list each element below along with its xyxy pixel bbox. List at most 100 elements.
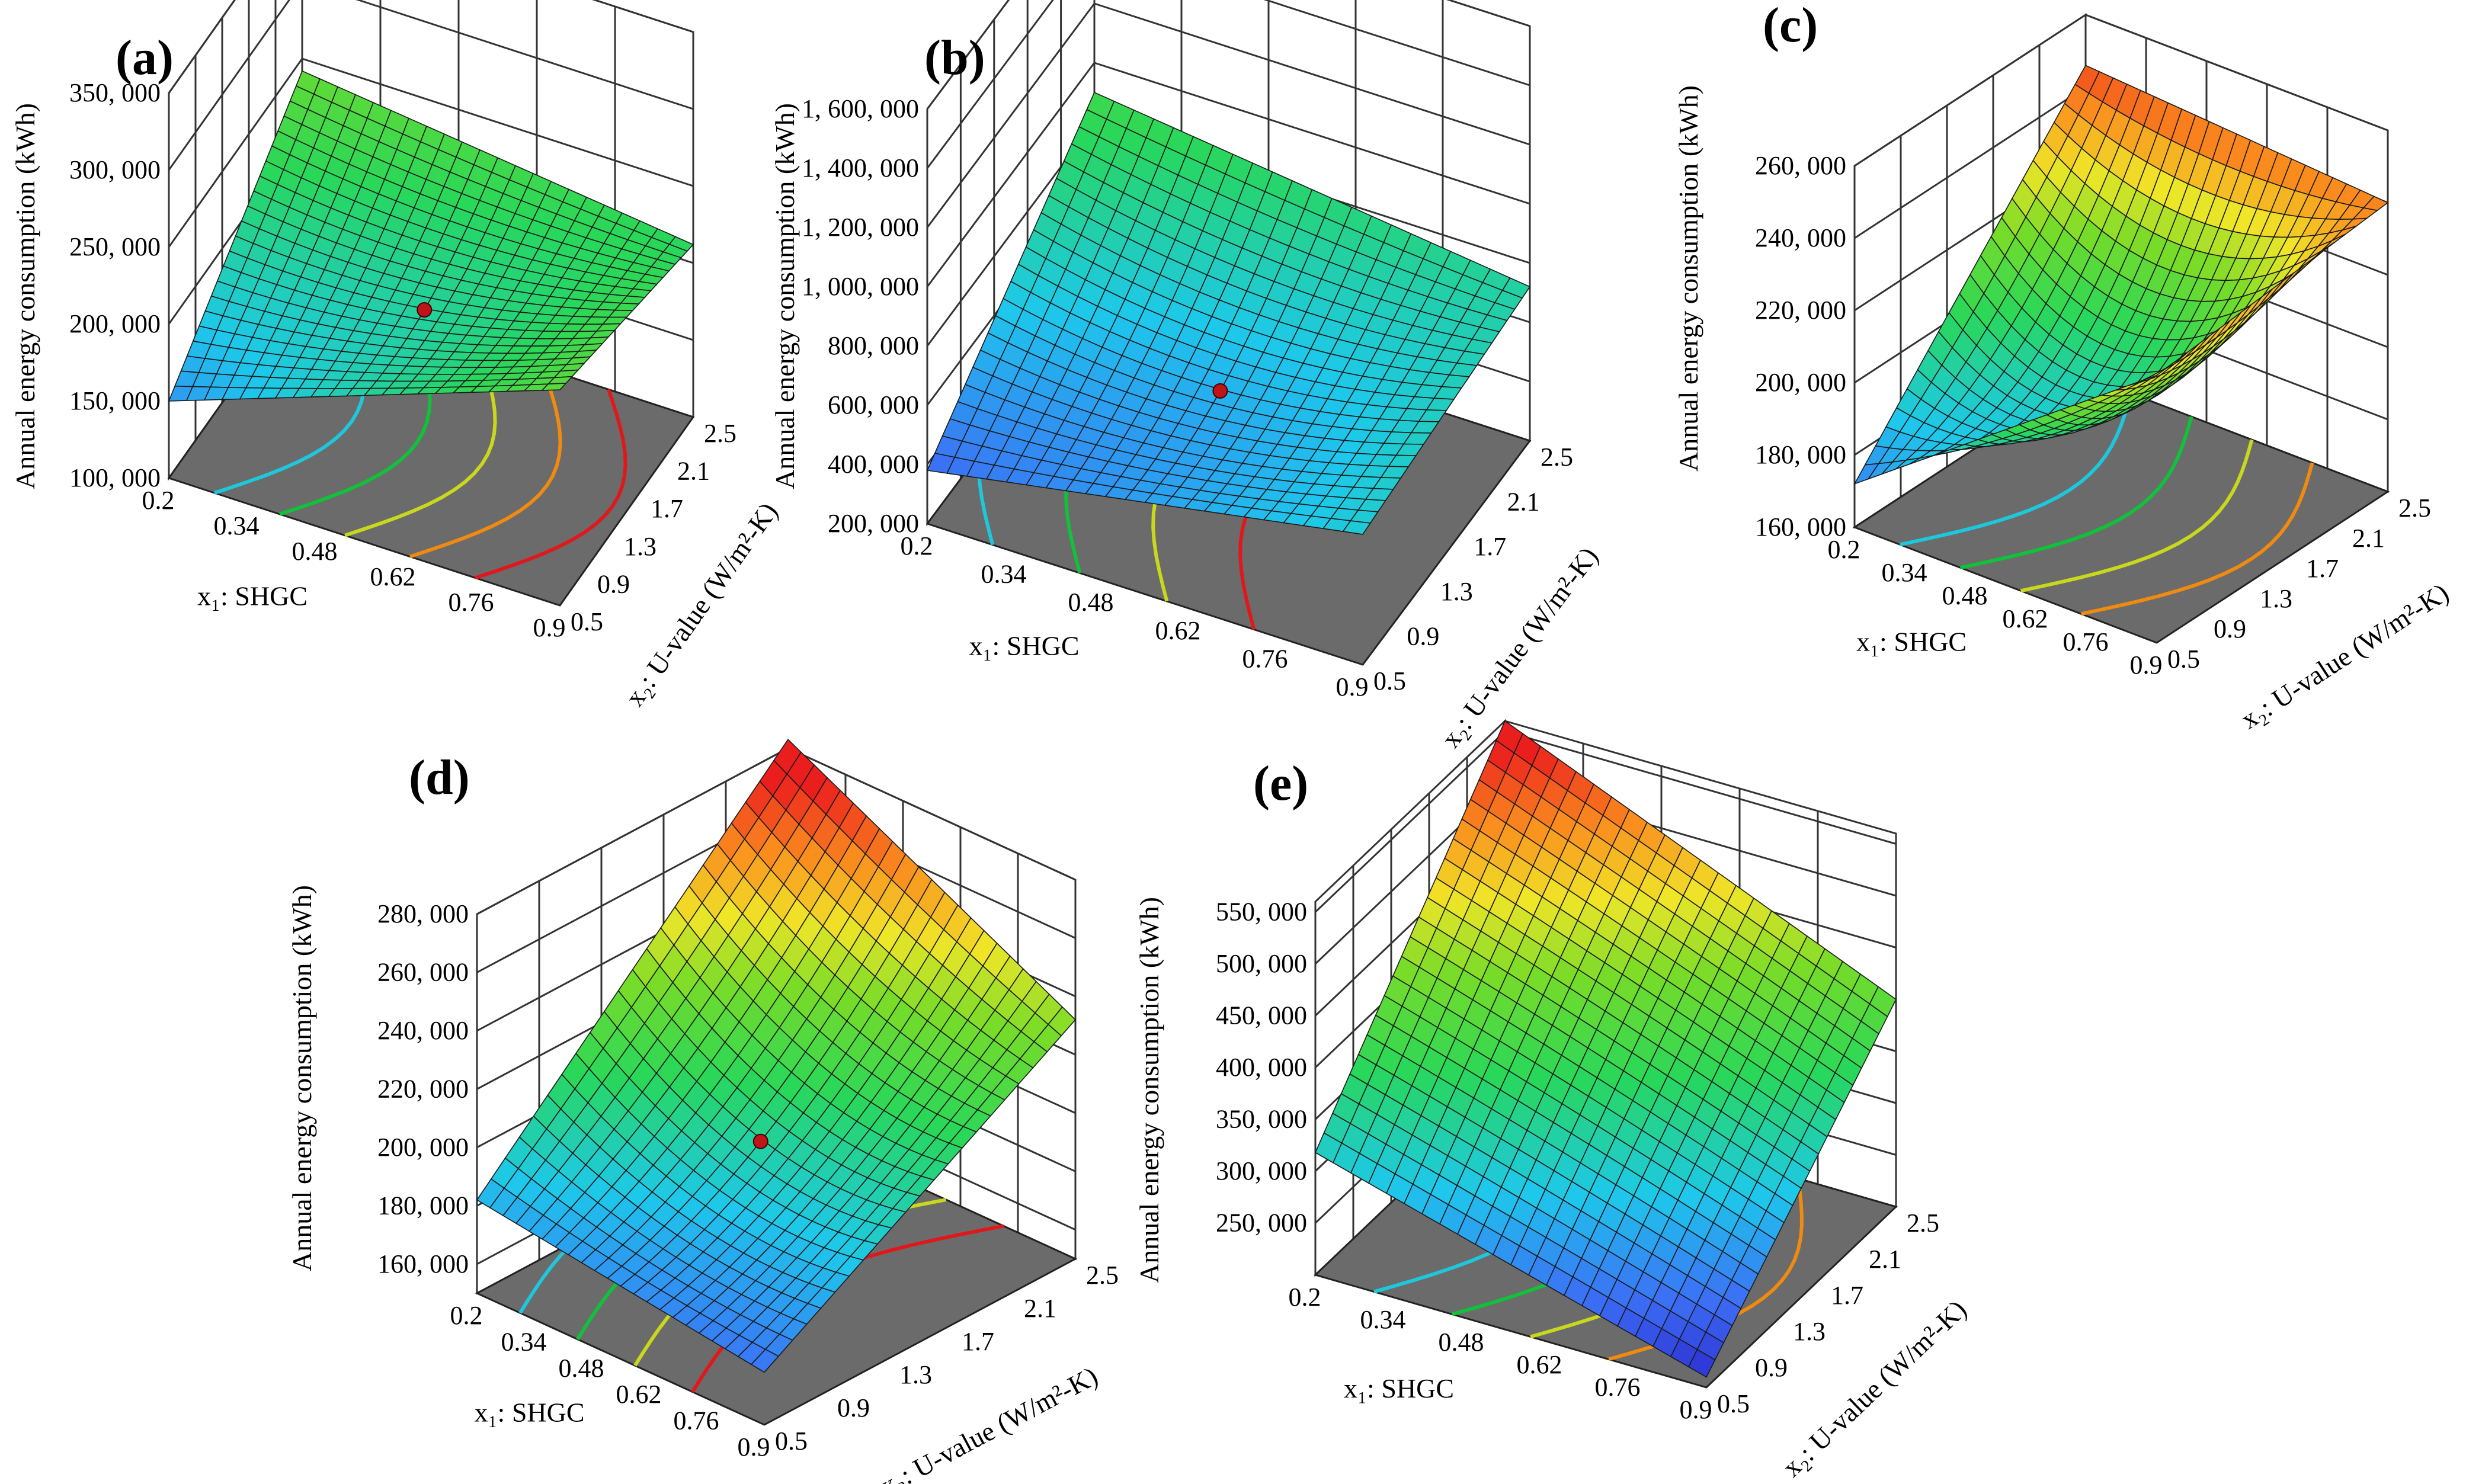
contour-line [475,389,627,580]
y-tick-label: 2.5 [1541,443,1573,472]
z-tick-label: 180, 000 [1755,440,1846,469]
grid-line [1854,14,2086,167]
grid-line [1504,730,1897,845]
x-tick-label: 0.62 [370,562,416,591]
panel-b: 200, 000 400, 000 600, 000 800, 000 1, 000, … [770,0,1604,753]
z-tick-label: 260, 000 [377,957,469,986]
x-tick-label: 0.62 [2003,604,2048,633]
grid-line [926,62,1096,287]
grid-line [168,0,236,94]
z-tick-label: 400, 000 [828,450,919,479]
x-tick-label: 0.48 [559,1354,604,1383]
z-axis-label: Annual energy consumption (kWh) [10,103,40,489]
grid-line [926,3,1096,228]
response-surface [476,738,1077,1373]
z-tick-label: 260, 000 [1755,151,1846,180]
y-tick-label: 2.1 [1507,488,1540,517]
y-tick-label: 2.1 [1869,1245,1901,1274]
x-tick-label: 0.2 [450,1301,483,1330]
response-surface [1853,65,2389,485]
x-tick-label: 0.48 [1942,581,1988,610]
z-tick-label: 200, 000 [69,309,161,338]
x-tick-label: 0.34 [1360,1305,1406,1334]
grid-line [476,747,789,915]
y-tick-label: 0.9 [597,569,630,598]
z-tick-label: 1, 200, 000 [802,213,919,242]
z-tick-label: 350, 000 [1216,1105,1307,1134]
z-tick-label: 800, 000 [828,331,919,360]
z-tick-label: 200, 000 [1755,368,1846,397]
grid-line [1263,0,1530,86]
grid-line [1446,0,1530,27]
surface-cell [2142,367,2168,381]
grid-line [926,0,1054,169]
y-tick-label: 0.5 [775,1427,808,1456]
z-tick-label: 1, 400, 000 [802,153,919,182]
grid-line [2085,14,2388,132]
x-tick-label: 0.9 [1336,672,1369,701]
y-tick-label: 2.1 [677,457,710,486]
y-tick-label: 0.9 [2214,614,2246,643]
x-tick-label: 0.2 [1289,1283,1321,1312]
grid-line [168,0,290,171]
x-tick-label: 0.34 [214,511,260,540]
x-tick-label: 0.9 [1680,1395,1712,1424]
y-tick-label: 1.3 [1440,577,1473,606]
z-tick-label: 350, 000 [69,78,161,107]
x-tick-label: 0.9 [2130,650,2163,680]
x-tick-label: 0.76 [2063,627,2109,656]
x-tick-label: 0.62 [1155,616,1201,645]
surface-cell [541,383,568,391]
y-tick-label: 1.7 [1831,1281,1863,1310]
x-tick-label: 0.76 [674,1406,719,1435]
z-tick-label: 500, 000 [1216,949,1307,978]
x-axis-label: x₁: SHGC [475,1398,585,1428]
x-tick-label: 0.48 [1439,1328,1484,1357]
panel-label: (d) [409,750,470,805]
x-tick-label: 0.2 [901,531,933,560]
y-tick-label: 2.5 [1907,1209,1939,1238]
z-tick-label: 160, 000 [1755,512,1846,541]
x-tick-label: 0.76 [449,588,494,617]
x-tick-label: 0.62 [1517,1350,1562,1379]
x-axis-label: x₁: SHGC [1856,627,1967,657]
response-surface [168,70,694,402]
optimum-marker [1212,383,1228,399]
x-tick-label: 0.76 [1595,1373,1641,1402]
grid-line [302,57,694,187]
z-tick-label: 150, 000 [69,386,161,415]
z-axis-label: Annual energy consumption (kWh) [770,103,800,489]
z-tick-label: 300, 000 [69,155,161,184]
x-tick-label: 0.9 [533,613,566,642]
x-tick-label: 0.34 [1882,558,1927,587]
x-axis-label: x₁: SHGC [1344,1373,1454,1403]
z-tick-label: 250, 000 [69,232,161,261]
y-tick-label: 1.7 [2306,554,2339,583]
panel-e: 250, 000 300, 000 350, 000 400, 000 450, 000… [1134,719,1972,1483]
z-tick-label: 250, 000 [1216,1209,1307,1238]
y-tick-label: 0.9 [1755,1353,1788,1382]
z-tick-label: 180, 000 [377,1191,469,1220]
z-tick-label: 1, 000, 000 [802,272,919,301]
x-tick-label: 0.34 [981,560,1027,589]
contour-line [2080,462,2314,616]
y-tick-label: 2.5 [2398,493,2431,523]
z-tick-label: 200, 000 [828,509,919,538]
z-tick-label: 1, 600, 000 [802,94,919,123]
grid-line [1094,62,1530,205]
y-tick-label: 2.5 [1086,1261,1119,1290]
x-tick-label: 0.62 [616,1380,662,1409]
y-tick-label: 1.3 [624,532,656,561]
x-tick-label: 0.48 [1068,588,1114,617]
grid-line [356,0,694,110]
contour-lines [1899,393,2314,616]
y-tick-label: 1.7 [1474,532,1506,561]
z-tick-label: 400, 000 [1216,1053,1307,1082]
z-tick-label: 240, 000 [377,1016,469,1045]
contour-line [2020,439,2254,593]
z-tick-label: 200, 000 [377,1133,469,1162]
y-tick-label: 1.7 [651,494,683,523]
z-tick-label: 240, 000 [1755,223,1846,252]
z-tick-label: 220, 000 [377,1074,469,1103]
